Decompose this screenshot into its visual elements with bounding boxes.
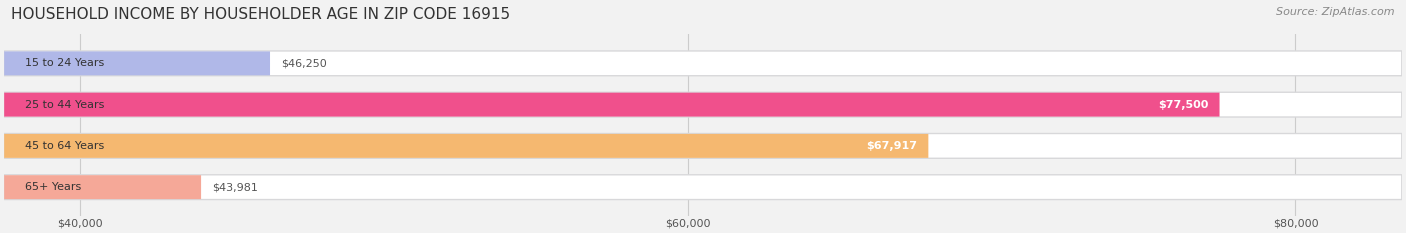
Text: $46,250: $46,250	[281, 58, 328, 68]
FancyBboxPatch shape	[4, 175, 201, 199]
Text: HOUSEHOLD INCOME BY HOUSEHOLDER AGE IN ZIP CODE 16915: HOUSEHOLD INCOME BY HOUSEHOLDER AGE IN Z…	[11, 7, 510, 22]
FancyBboxPatch shape	[4, 175, 1402, 199]
FancyBboxPatch shape	[4, 51, 270, 75]
Text: 15 to 24 Years: 15 to 24 Years	[25, 58, 104, 68]
FancyBboxPatch shape	[4, 92, 1402, 117]
FancyBboxPatch shape	[4, 134, 1402, 158]
Text: $67,917: $67,917	[866, 141, 917, 151]
Text: Source: ZipAtlas.com: Source: ZipAtlas.com	[1277, 7, 1395, 17]
Text: 25 to 44 Years: 25 to 44 Years	[25, 100, 104, 110]
FancyBboxPatch shape	[4, 134, 928, 158]
FancyBboxPatch shape	[4, 51, 1402, 76]
Text: 45 to 64 Years: 45 to 64 Years	[25, 141, 104, 151]
FancyBboxPatch shape	[4, 93, 1219, 116]
Text: $43,981: $43,981	[212, 182, 259, 192]
Text: 65+ Years: 65+ Years	[25, 182, 82, 192]
Text: $77,500: $77,500	[1159, 100, 1208, 110]
